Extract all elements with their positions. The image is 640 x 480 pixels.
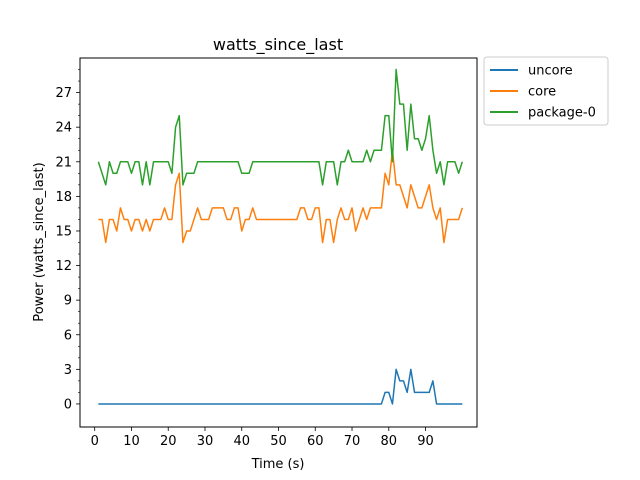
y-tick-label: 24	[55, 121, 72, 136]
series-line-package-0	[97, 68, 464, 186]
series-line-uncore	[98, 368, 463, 405]
y-tick-label: 12	[55, 259, 72, 274]
y-axis-label: Power (watts_since_last)	[32, 162, 47, 321]
legend: uncore core package-0	[483, 56, 609, 126]
y-axis-ticks: 0 3 6 9 12 15 18 21 24 27	[55, 69, 80, 412]
x-tick-label: 10	[123, 434, 140, 449]
x-axis-label: Time (s)	[251, 457, 305, 472]
x-axis-ticks: 0 10 20 30 40 50 60 70 80 90	[91, 427, 434, 449]
plot-area	[97, 68, 464, 405]
y-tick-label: 9	[64, 294, 72, 309]
x-tick-label: 40	[233, 434, 250, 449]
x-tick-label: 90	[417, 434, 434, 449]
x-tick-label: 20	[160, 434, 177, 449]
y-tick-label: 3	[64, 363, 72, 378]
x-tick-label: 30	[197, 434, 214, 449]
x-tick-label: 0	[91, 434, 99, 449]
y-tick-label: 27	[55, 86, 72, 101]
x-tick-label: 80	[381, 434, 398, 449]
x-tick-label: 60	[307, 434, 324, 449]
x-tick-label: 70	[344, 434, 361, 449]
y-tick-label: 15	[55, 224, 72, 239]
y-tick-label: 21	[55, 155, 72, 170]
y-tick-label: 6	[64, 328, 72, 343]
legend-box	[483, 56, 609, 126]
y-tick-label: 18	[55, 190, 72, 205]
legend-label: core	[528, 85, 556, 100]
plot-frame	[79, 57, 478, 428]
legend-label: package-0	[528, 106, 596, 121]
x-tick-label: 50	[270, 434, 287, 449]
legend-label: uncore	[528, 64, 573, 79]
series-line-core	[98, 149, 464, 244]
y-tick-label: 0	[64, 397, 72, 412]
chart-title: watts_since_last	[213, 35, 343, 55]
